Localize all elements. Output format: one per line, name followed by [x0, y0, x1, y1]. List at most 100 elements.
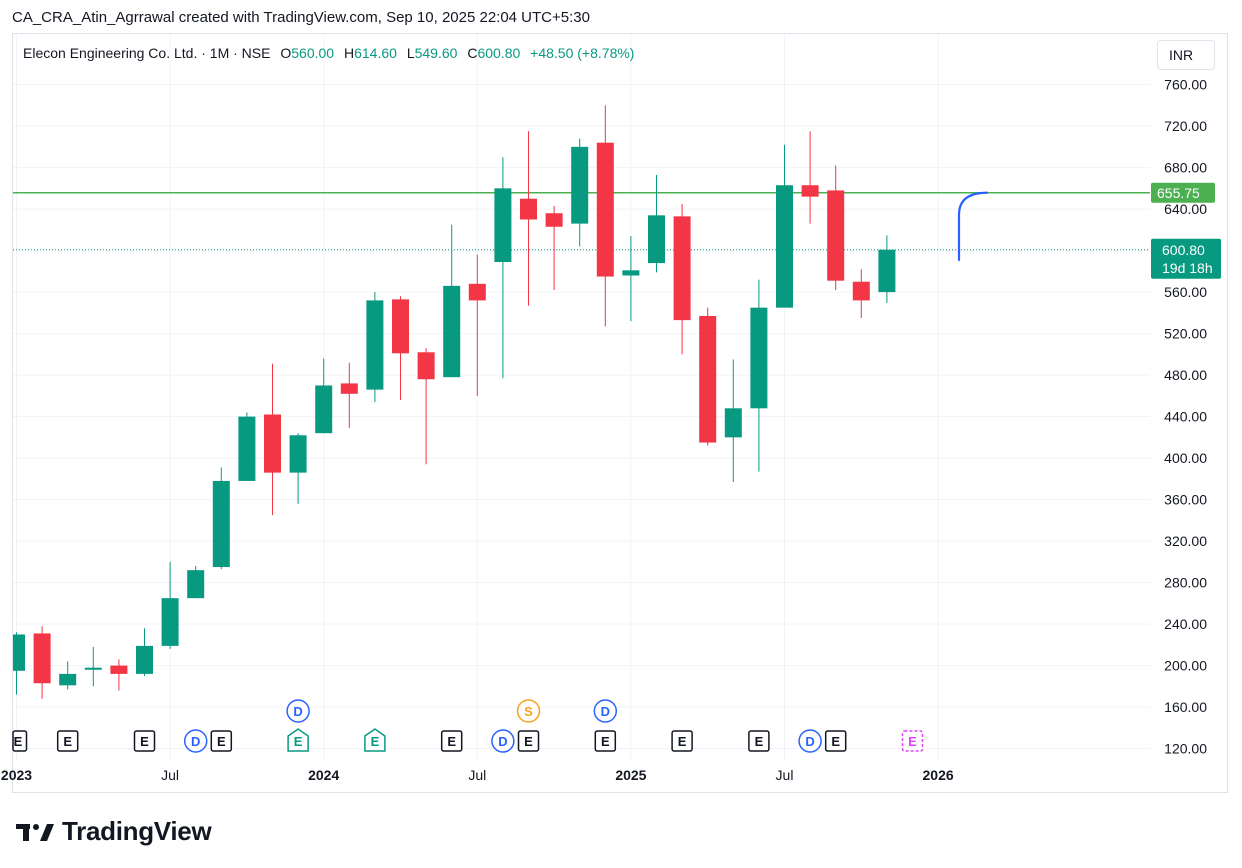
- event-marker-letter: E: [524, 734, 533, 749]
- event-marker-shape: [824, 730, 847, 752]
- x-tick-label: 2026: [923, 767, 954, 783]
- countdown-label: 19d 18h: [1162, 260, 1213, 276]
- candle-body: [596, 142, 614, 277]
- event-marker-S[interactable]: S: [516, 699, 541, 723]
- candle: [13, 632, 25, 695]
- open-label: O: [280, 45, 292, 61]
- candle-body: [417, 352, 435, 380]
- candle: [84, 646, 102, 687]
- event-marker-shape: [594, 730, 617, 752]
- y-tick-label: 240.00: [1164, 616, 1207, 632]
- event-marker-E[interactable]: E: [56, 730, 79, 752]
- tradingview-brand[interactable]: TradingView: [16, 816, 212, 847]
- gridlines: [13, 34, 1150, 761]
- symbol-title[interactable]: Elecon Engineering Co. Ltd. · 1M · NSE: [23, 45, 271, 61]
- candle-body: [724, 408, 742, 438]
- event-marker-letter: E: [294, 734, 303, 749]
- candle: [468, 254, 486, 396]
- candle-body: [392, 299, 409, 354]
- event-marker-shape: [286, 699, 310, 723]
- candle-body: [161, 598, 179, 646]
- event-marker-E[interactable]: E: [594, 730, 617, 752]
- candle: [622, 236, 640, 322]
- candle-body: [622, 270, 640, 276]
- event-marker-E[interactable]: E: [12, 730, 28, 752]
- event-marker-letter: E: [601, 734, 610, 749]
- event-marker-E[interactable]: E: [901, 730, 924, 752]
- chart-frame: [12, 33, 1228, 793]
- event-marker-E[interactable]: E: [748, 730, 770, 752]
- event-marker-letter: D: [601, 704, 610, 719]
- candle: [750, 279, 768, 472]
- event-marker-letter: E: [140, 734, 149, 749]
- candle: [443, 224, 461, 378]
- ohlc-legend: Elecon Engineering Co. Ltd. · 1M · NSE O…: [23, 45, 634, 61]
- event-marker-letter: E: [678, 734, 687, 749]
- event-marker-shape: [593, 699, 618, 723]
- change-value: +48.50 (+8.78%): [530, 45, 635, 61]
- candle-body: [699, 315, 717, 443]
- y-tick-label: 760.00: [1164, 77, 1207, 93]
- candle: [161, 561, 179, 649]
- candle-body: [443, 285, 461, 378]
- candle-body: [84, 667, 102, 670]
- event-marker-E[interactable]: E: [671, 730, 693, 752]
- event-marker-E[interactable]: E: [824, 730, 847, 752]
- event-marker-letter: E: [14, 734, 23, 749]
- event-marker-letter: D: [191, 734, 200, 749]
- candle-body: [340, 383, 358, 394]
- candle-body: [545, 213, 563, 227]
- candle: [878, 235, 896, 303]
- event-marker-D[interactable]: D: [491, 729, 515, 753]
- event-marker-D[interactable]: D: [798, 729, 822, 753]
- candle: [187, 566, 205, 599]
- x-tick-label: 2023: [1, 767, 32, 783]
- x-tick-label: 2024: [308, 767, 339, 783]
- event-marker-letter: E: [371, 734, 380, 749]
- candle: [699, 307, 717, 446]
- candle-body: [827, 190, 845, 281]
- candle: [724, 359, 742, 482]
- candle: [315, 358, 333, 434]
- candle: [212, 467, 230, 570]
- event-marker-D[interactable]: D: [593, 699, 618, 723]
- candle: [520, 131, 537, 306]
- event-marker-shape: [364, 728, 386, 752]
- candle-body: [187, 570, 205, 599]
- tradingview-logo-icon: [16, 823, 54, 841]
- level-price-label: 655.75: [1157, 185, 1200, 201]
- high-label: H: [343, 45, 355, 61]
- event-marker-letter: D: [805, 734, 814, 749]
- candle: [33, 626, 51, 699]
- y-tick-label: 440.00: [1164, 409, 1207, 425]
- chart-attribution: CA_CRA_Atin_Agrrawal created with Tradin…: [12, 9, 590, 26]
- candle-body: [212, 480, 230, 568]
- event-marker-E[interactable]: E: [210, 730, 233, 752]
- event-marker-E[interactable]: E: [133, 730, 156, 752]
- event-marker-D[interactable]: D: [286, 699, 310, 723]
- candle-body: [264, 414, 281, 473]
- y-tick-label: 520.00: [1164, 326, 1207, 342]
- candle-body: [110, 665, 128, 674]
- event-marker-E[interactable]: E: [517, 730, 540, 752]
- y-tick-label: 400.00: [1164, 450, 1207, 466]
- high-value: 614.60: [354, 45, 397, 61]
- level-price-label-bg: [1151, 182, 1215, 203]
- candle-body: [878, 249, 896, 293]
- event-marker-E[interactable]: E: [287, 728, 309, 752]
- event-marker-shape: [210, 730, 233, 752]
- event-marker-E[interactable]: E: [364, 728, 386, 752]
- candle: [648, 174, 665, 273]
- candle: [264, 363, 281, 516]
- candle-body: [136, 645, 153, 674]
- candle-body: [852, 281, 870, 301]
- event-marker-letter: E: [217, 734, 226, 749]
- event-marker-shape: [901, 730, 924, 752]
- candle-body: [13, 634, 25, 671]
- y-tick-label: 720.00: [1164, 118, 1207, 134]
- event-marker-D[interactable]: D: [183, 729, 208, 753]
- event-marker-shape: [491, 729, 515, 753]
- event-marker-E[interactable]: E: [440, 730, 463, 752]
- currency-button[interactable]: INR: [1157, 40, 1215, 70]
